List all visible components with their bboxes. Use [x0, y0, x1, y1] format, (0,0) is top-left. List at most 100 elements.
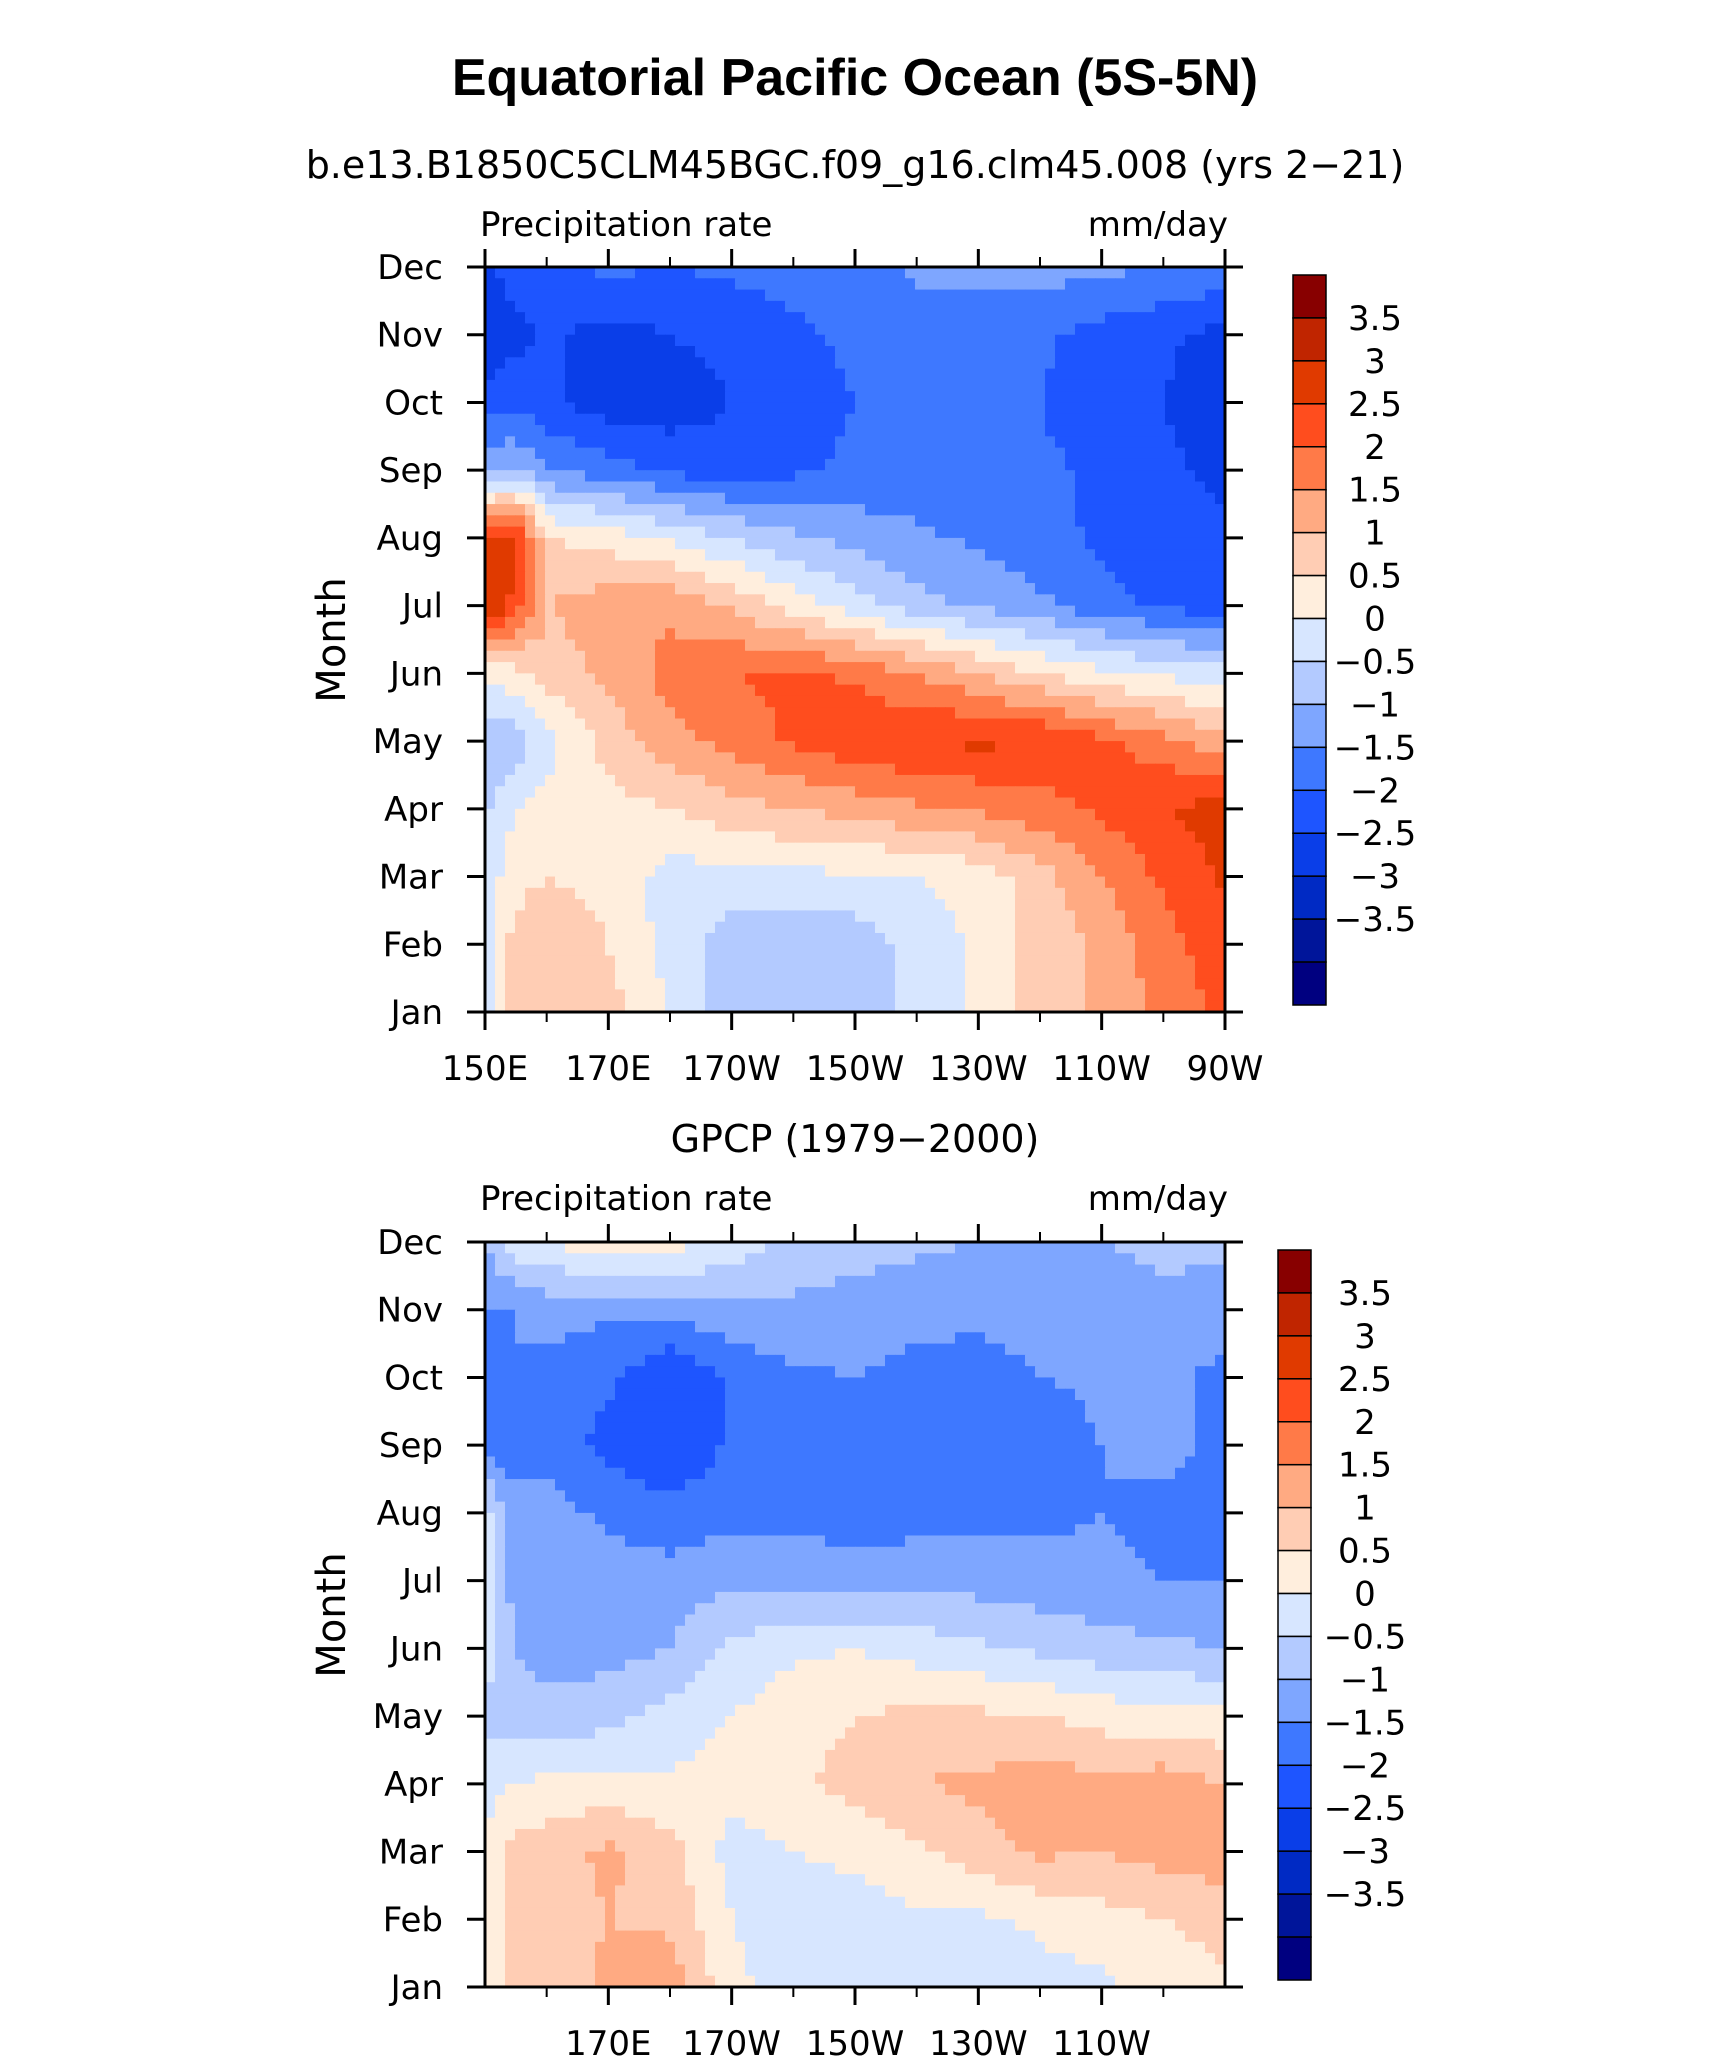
- heatmap-cell: [495, 402, 506, 415]
- heatmap-cell: [525, 560, 536, 573]
- heatmap-cell: [985, 650, 996, 663]
- heatmap-cell: [1015, 312, 1026, 325]
- heatmap-cell: [865, 774, 876, 787]
- heatmap-cell: [955, 560, 966, 573]
- heatmap-cell: [1055, 583, 1066, 595]
- heatmap-cell: [675, 470, 686, 483]
- heatmap-cell: [625, 312, 636, 325]
- heatmap-cell: [595, 571, 606, 584]
- heatmap-cell: [825, 966, 836, 979]
- colorbar-label: 1.5: [1348, 471, 1402, 511]
- heatmap-cell: [595, 966, 606, 979]
- heatmap-cell: [595, 1000, 606, 1013]
- heatmap-cell: [965, 639, 976, 652]
- heatmap-cell: [1145, 899, 1156, 912]
- heatmap-cell: [815, 402, 826, 415]
- heatmap-cell: [755, 425, 766, 437]
- heatmap-cell: [1105, 379, 1116, 392]
- heatmap-cell: [565, 944, 576, 957]
- heatmap-cell: [965, 334, 976, 347]
- heatmap-cell: [685, 808, 696, 821]
- heatmap-cell: [1105, 684, 1116, 697]
- heatmap-cell: [735, 526, 746, 539]
- heatmap-cell: [1055, 368, 1066, 381]
- heatmap-cell: [585, 932, 596, 945]
- heatmap-cell: [1145, 820, 1156, 832]
- heatmap-cell: [825, 853, 836, 866]
- heatmap-cell: [1125, 887, 1136, 900]
- heatmap-cell: [1195, 774, 1206, 787]
- heatmap-cell: [525, 481, 536, 494]
- heatmap-cell: [505, 865, 516, 878]
- heatmap-cell: [1135, 549, 1146, 562]
- heatmap-cell: [745, 504, 756, 516]
- heatmap-cell: [925, 481, 936, 494]
- heatmap-cell: [1035, 876, 1046, 889]
- heatmap-cell: [675, 583, 686, 595]
- heatmap-cell: [705, 526, 716, 539]
- heatmap-cell: [1175, 786, 1186, 799]
- heatmap-cell: [575, 526, 586, 539]
- heatmap-cell: [695, 379, 706, 392]
- heatmap-cell: [1215, 797, 1226, 810]
- heatmap-cell: [665, 323, 676, 336]
- heatmap-cell: [805, 673, 816, 686]
- heatmap-cell: [755, 955, 766, 968]
- heatmap-cell: [915, 899, 926, 912]
- heatmap-cell: [1105, 921, 1116, 934]
- heatmap-cell: [795, 537, 806, 550]
- heatmap-cell: [1175, 741, 1186, 753]
- heatmap-cell: [1205, 594, 1216, 607]
- heatmap-cell: [735, 887, 746, 900]
- heatmap-cell: [1015, 402, 1026, 415]
- heatmap-cell: [585, 447, 596, 460]
- heatmap-cell: [1165, 616, 1176, 629]
- heatmap-cell: [655, 853, 666, 866]
- heatmap-cell: [725, 583, 736, 595]
- heatmap-cell: [985, 402, 996, 415]
- heatmap-cell: [765, 741, 776, 753]
- heatmap-cell: [555, 560, 566, 573]
- heatmap-cell: [845, 267, 856, 279]
- heatmap-cell: [1125, 853, 1136, 866]
- heatmap-cell: [925, 752, 936, 765]
- heatmap-cell: [1145, 583, 1156, 595]
- heatmap-cell: [625, 955, 636, 968]
- heatmap-cell: [1125, 729, 1136, 742]
- heatmap-cell: [1155, 289, 1166, 302]
- heatmap-cell: [555, 707, 566, 720]
- heatmap-cell: [825, 605, 836, 618]
- heatmap-cell: [1185, 571, 1196, 584]
- heatmap-cell: [945, 402, 956, 415]
- heatmap-cell: [515, 481, 526, 494]
- heatmap-cell: [985, 267, 996, 279]
- heatmap-cell: [615, 650, 626, 663]
- heatmap-cell: [675, 357, 686, 370]
- heatmap-cell: [1015, 537, 1026, 550]
- heatmap-cell: [1105, 718, 1116, 731]
- heatmap-cell: [1085, 944, 1096, 957]
- heatmap-cell: [685, 944, 696, 957]
- heatmap-cell: [805, 707, 816, 720]
- heatmap-cell: [725, 357, 736, 370]
- heatmap-cell: [535, 639, 546, 652]
- heatmap-cell: [835, 537, 846, 550]
- heatmap-cell: [835, 978, 846, 991]
- heatmap-cell: [765, 312, 776, 325]
- heatmap-cell: [985, 887, 996, 900]
- heatmap-cell: [975, 639, 986, 652]
- heatmap-cell: [525, 289, 536, 302]
- heatmap-cell: [855, 504, 866, 516]
- heatmap-cell: [665, 1000, 676, 1013]
- heatmap-cell: [755, 774, 766, 787]
- heatmap-cell: [515, 741, 526, 753]
- heatmap-cell: [1185, 707, 1196, 720]
- heatmap-cell: [1075, 436, 1086, 449]
- heatmap-cell: [1045, 379, 1056, 392]
- heatmap-cell: [645, 323, 656, 336]
- heatmap-cell: [775, 639, 786, 652]
- heatmap-cell: [765, 605, 776, 618]
- heatmap-cell: [855, 741, 866, 753]
- heatmap-cell: [705, 447, 716, 460]
- heatmap-cell: [825, 887, 836, 900]
